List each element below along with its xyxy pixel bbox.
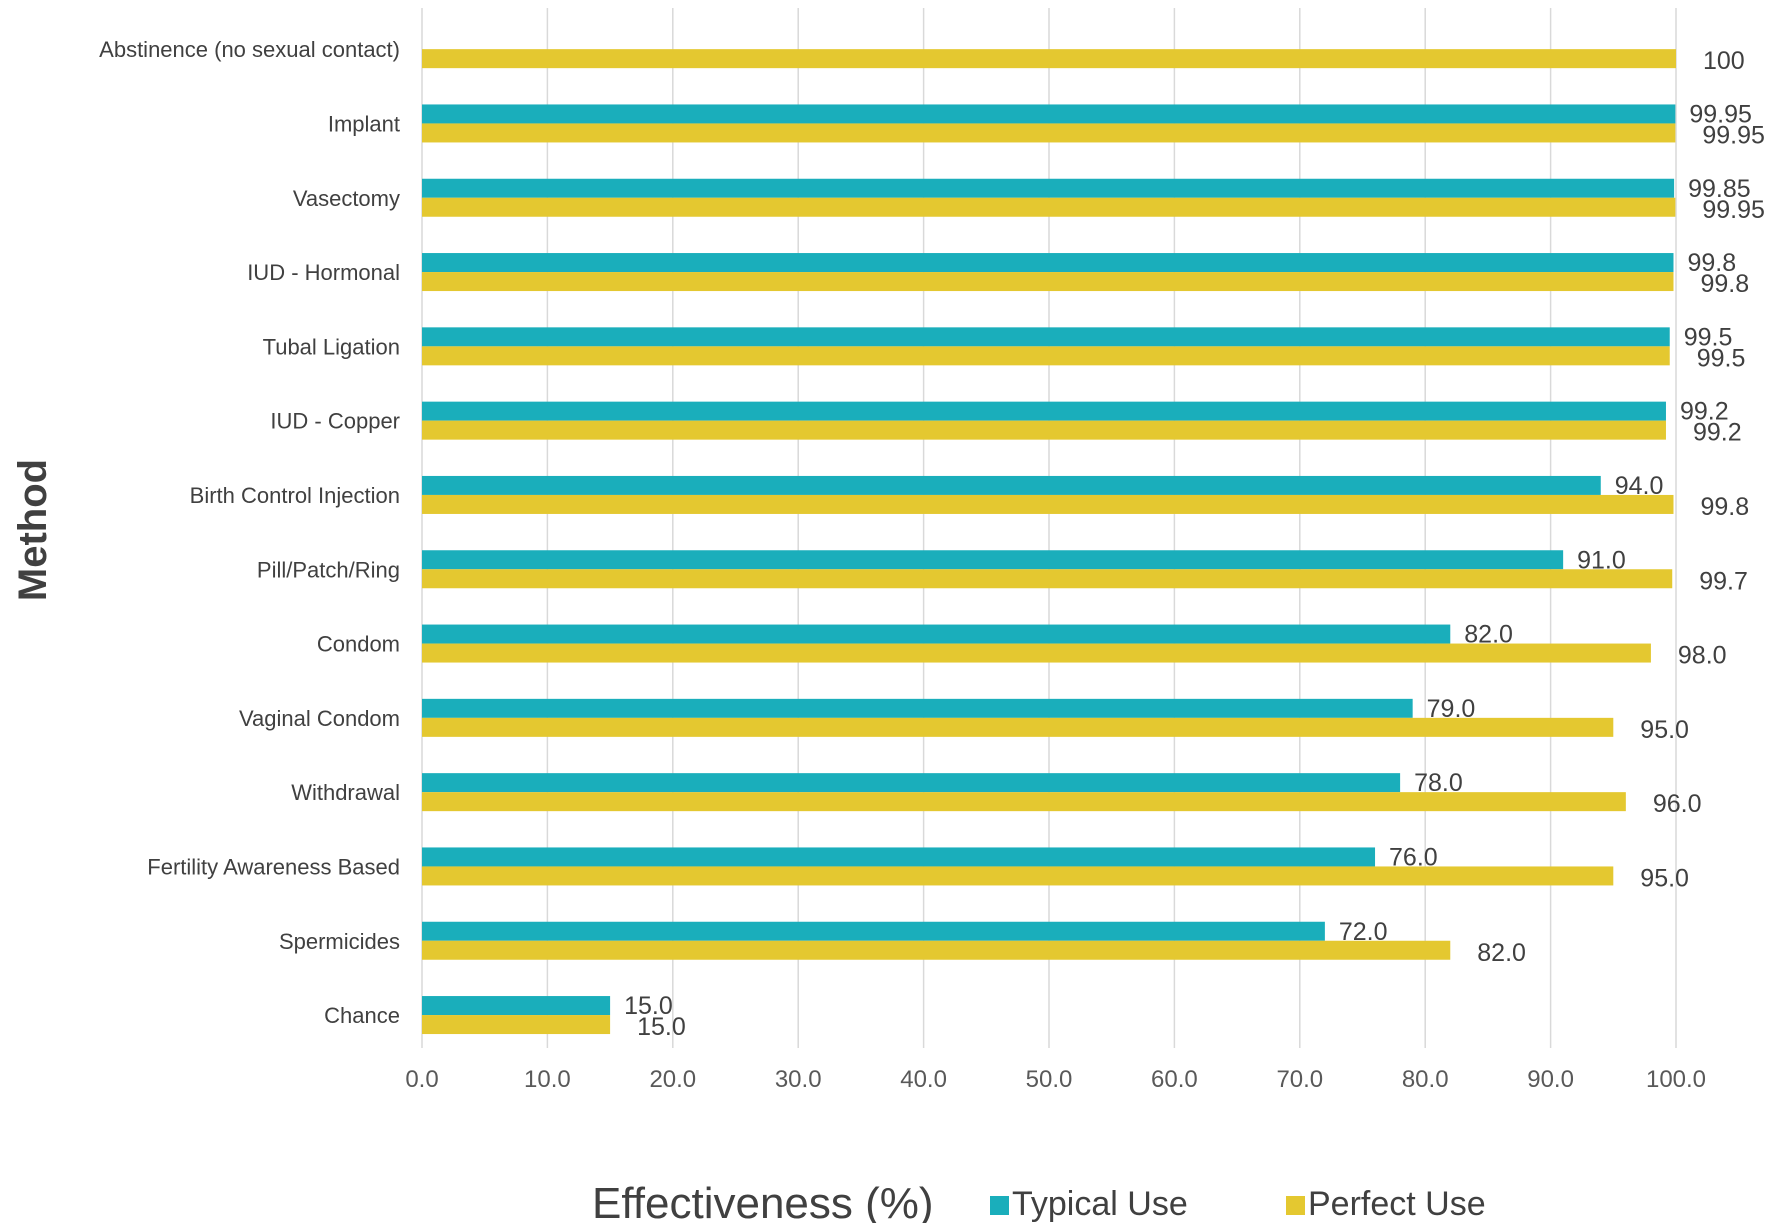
data-label: 98.0 bbox=[1678, 642, 1727, 670]
data-label: 82.0 bbox=[1477, 939, 1526, 967]
x-tick-label: 100.0 bbox=[1646, 1066, 1706, 1093]
x-tick-label: 40.0 bbox=[900, 1066, 947, 1093]
bar-perfect-use bbox=[422, 1015, 611, 1035]
bar-typical-use bbox=[422, 401, 1666, 421]
bar-typical-use bbox=[422, 253, 1674, 273]
data-label: 99.85 bbox=[1688, 175, 1751, 203]
category-label: Spermicides bbox=[279, 929, 400, 954]
bar-perfect-use bbox=[422, 569, 1673, 589]
data-label: 15.0 bbox=[624, 992, 673, 1020]
data-label: 99.2 bbox=[1680, 398, 1729, 426]
data-label: 99.95 bbox=[1702, 121, 1765, 149]
legend-label: Perfect Use bbox=[1308, 1185, 1486, 1223]
bar-perfect-use bbox=[422, 940, 1451, 960]
category-label: Vasectomy bbox=[293, 186, 400, 211]
bar-perfect-use bbox=[422, 717, 1614, 737]
category-label: IUD - Copper bbox=[270, 409, 400, 434]
bar-typical-use bbox=[422, 550, 1564, 570]
bar-typical-use bbox=[422, 847, 1376, 867]
bar-typical-use bbox=[422, 698, 1413, 718]
category-label: Abstinence (no sexual contact) bbox=[99, 37, 400, 62]
data-label: 15.0 bbox=[637, 1013, 686, 1041]
bar-perfect-use bbox=[422, 494, 1674, 514]
data-label: 99.95 bbox=[1689, 100, 1752, 128]
x-tick-label: 90.0 bbox=[1527, 1066, 1574, 1093]
category-label: Tubal Ligation bbox=[263, 334, 400, 359]
bar-perfect-use bbox=[422, 272, 1674, 292]
bar-perfect-use bbox=[422, 49, 1676, 69]
x-tick-label: 50.0 bbox=[1026, 1066, 1073, 1093]
data-label: 95.0 bbox=[1640, 864, 1689, 892]
data-label: 99.7 bbox=[1699, 567, 1748, 595]
bar-perfect-use bbox=[422, 420, 1666, 440]
data-label: 95.0 bbox=[1640, 716, 1689, 744]
grid-lines bbox=[421, 8, 1677, 1048]
data-label: 78.0 bbox=[1414, 769, 1463, 797]
category-label: Pill/Patch/Ring bbox=[257, 557, 400, 582]
category-label: Chance bbox=[324, 1003, 400, 1028]
data-label: 99.8 bbox=[1700, 270, 1749, 298]
x-tick-label: 80.0 bbox=[1402, 1066, 1449, 1093]
x-axis-title: Effectiveness (%) bbox=[592, 1179, 934, 1223]
data-label: 79.0 bbox=[1427, 695, 1476, 723]
bar-typical-use bbox=[422, 475, 1601, 495]
bar-perfect-use bbox=[422, 346, 1670, 366]
x-tick-labels: 0.0 10.0 20.0 30.0 40.0 50.0 60.0 70.0 80.0 90.0 1… bbox=[405, 1066, 1706, 1093]
bar-typical-use bbox=[422, 178, 1675, 198]
category-label: IUD - Hormonal bbox=[247, 260, 400, 285]
bar-perfect-use bbox=[422, 123, 1676, 143]
y-axis-title: Method bbox=[11, 459, 55, 601]
x-tick-label: 70.0 bbox=[1276, 1066, 1323, 1093]
x-tick-label: 10.0 bbox=[524, 1066, 571, 1093]
category-label: Withdrawal bbox=[291, 780, 400, 805]
bar-typical-use bbox=[422, 104, 1676, 124]
bar-typical-use bbox=[422, 773, 1401, 793]
data-label: 91.0 bbox=[1577, 546, 1626, 574]
value-labels: 10099.9599.9599.8599.9599.899.899.599.59… bbox=[624, 47, 1765, 1041]
x-tick-label: 20.0 bbox=[649, 1066, 696, 1093]
category-label: Implant bbox=[328, 111, 400, 136]
legend-swatch bbox=[990, 1196, 1009, 1215]
category-label: Condom bbox=[317, 632, 400, 657]
data-label: 72.0 bbox=[1339, 918, 1388, 946]
legend-label: Typical Use bbox=[1012, 1185, 1188, 1223]
bar-typical-use bbox=[422, 327, 1670, 347]
x-tick-label: 30.0 bbox=[775, 1066, 822, 1093]
data-label: 96.0 bbox=[1653, 790, 1702, 818]
data-label: 94.0 bbox=[1615, 472, 1664, 500]
bar-perfect-use bbox=[422, 866, 1614, 886]
data-label: 100 bbox=[1703, 47, 1745, 75]
bar-typical-use bbox=[422, 921, 1325, 941]
category-label: Birth Control Injection bbox=[190, 483, 400, 508]
data-label: 99.5 bbox=[1684, 323, 1733, 351]
data-label: 99.8 bbox=[1687, 249, 1736, 277]
data-label: 76.0 bbox=[1389, 843, 1438, 871]
bar-perfect-use bbox=[422, 197, 1676, 217]
category-labels: Abstinence (no sexual contact) Implant Vas… bbox=[99, 37, 400, 1028]
legend-swatch bbox=[1286, 1196, 1305, 1215]
bar-typical-use bbox=[422, 996, 611, 1016]
bar-typical-use bbox=[422, 624, 1451, 644]
data-label: 99.95 bbox=[1702, 196, 1765, 224]
bar-perfect-use bbox=[422, 792, 1626, 812]
category-label: Vaginal Condom bbox=[239, 706, 400, 731]
bars bbox=[422, 49, 1676, 1035]
x-tick-label: 0.0 bbox=[405, 1066, 438, 1093]
bar-perfect-use bbox=[422, 643, 1651, 663]
legend: Typical Use Perfect Use bbox=[990, 1185, 1486, 1223]
data-label: 99.8 bbox=[1700, 493, 1749, 521]
x-tick-label: 60.0 bbox=[1151, 1066, 1198, 1093]
data-label: 99.2 bbox=[1693, 419, 1742, 447]
category-label: Fertility Awareness Based bbox=[147, 854, 400, 879]
data-label: 82.0 bbox=[1464, 621, 1513, 649]
data-label: 99.5 bbox=[1697, 344, 1746, 372]
